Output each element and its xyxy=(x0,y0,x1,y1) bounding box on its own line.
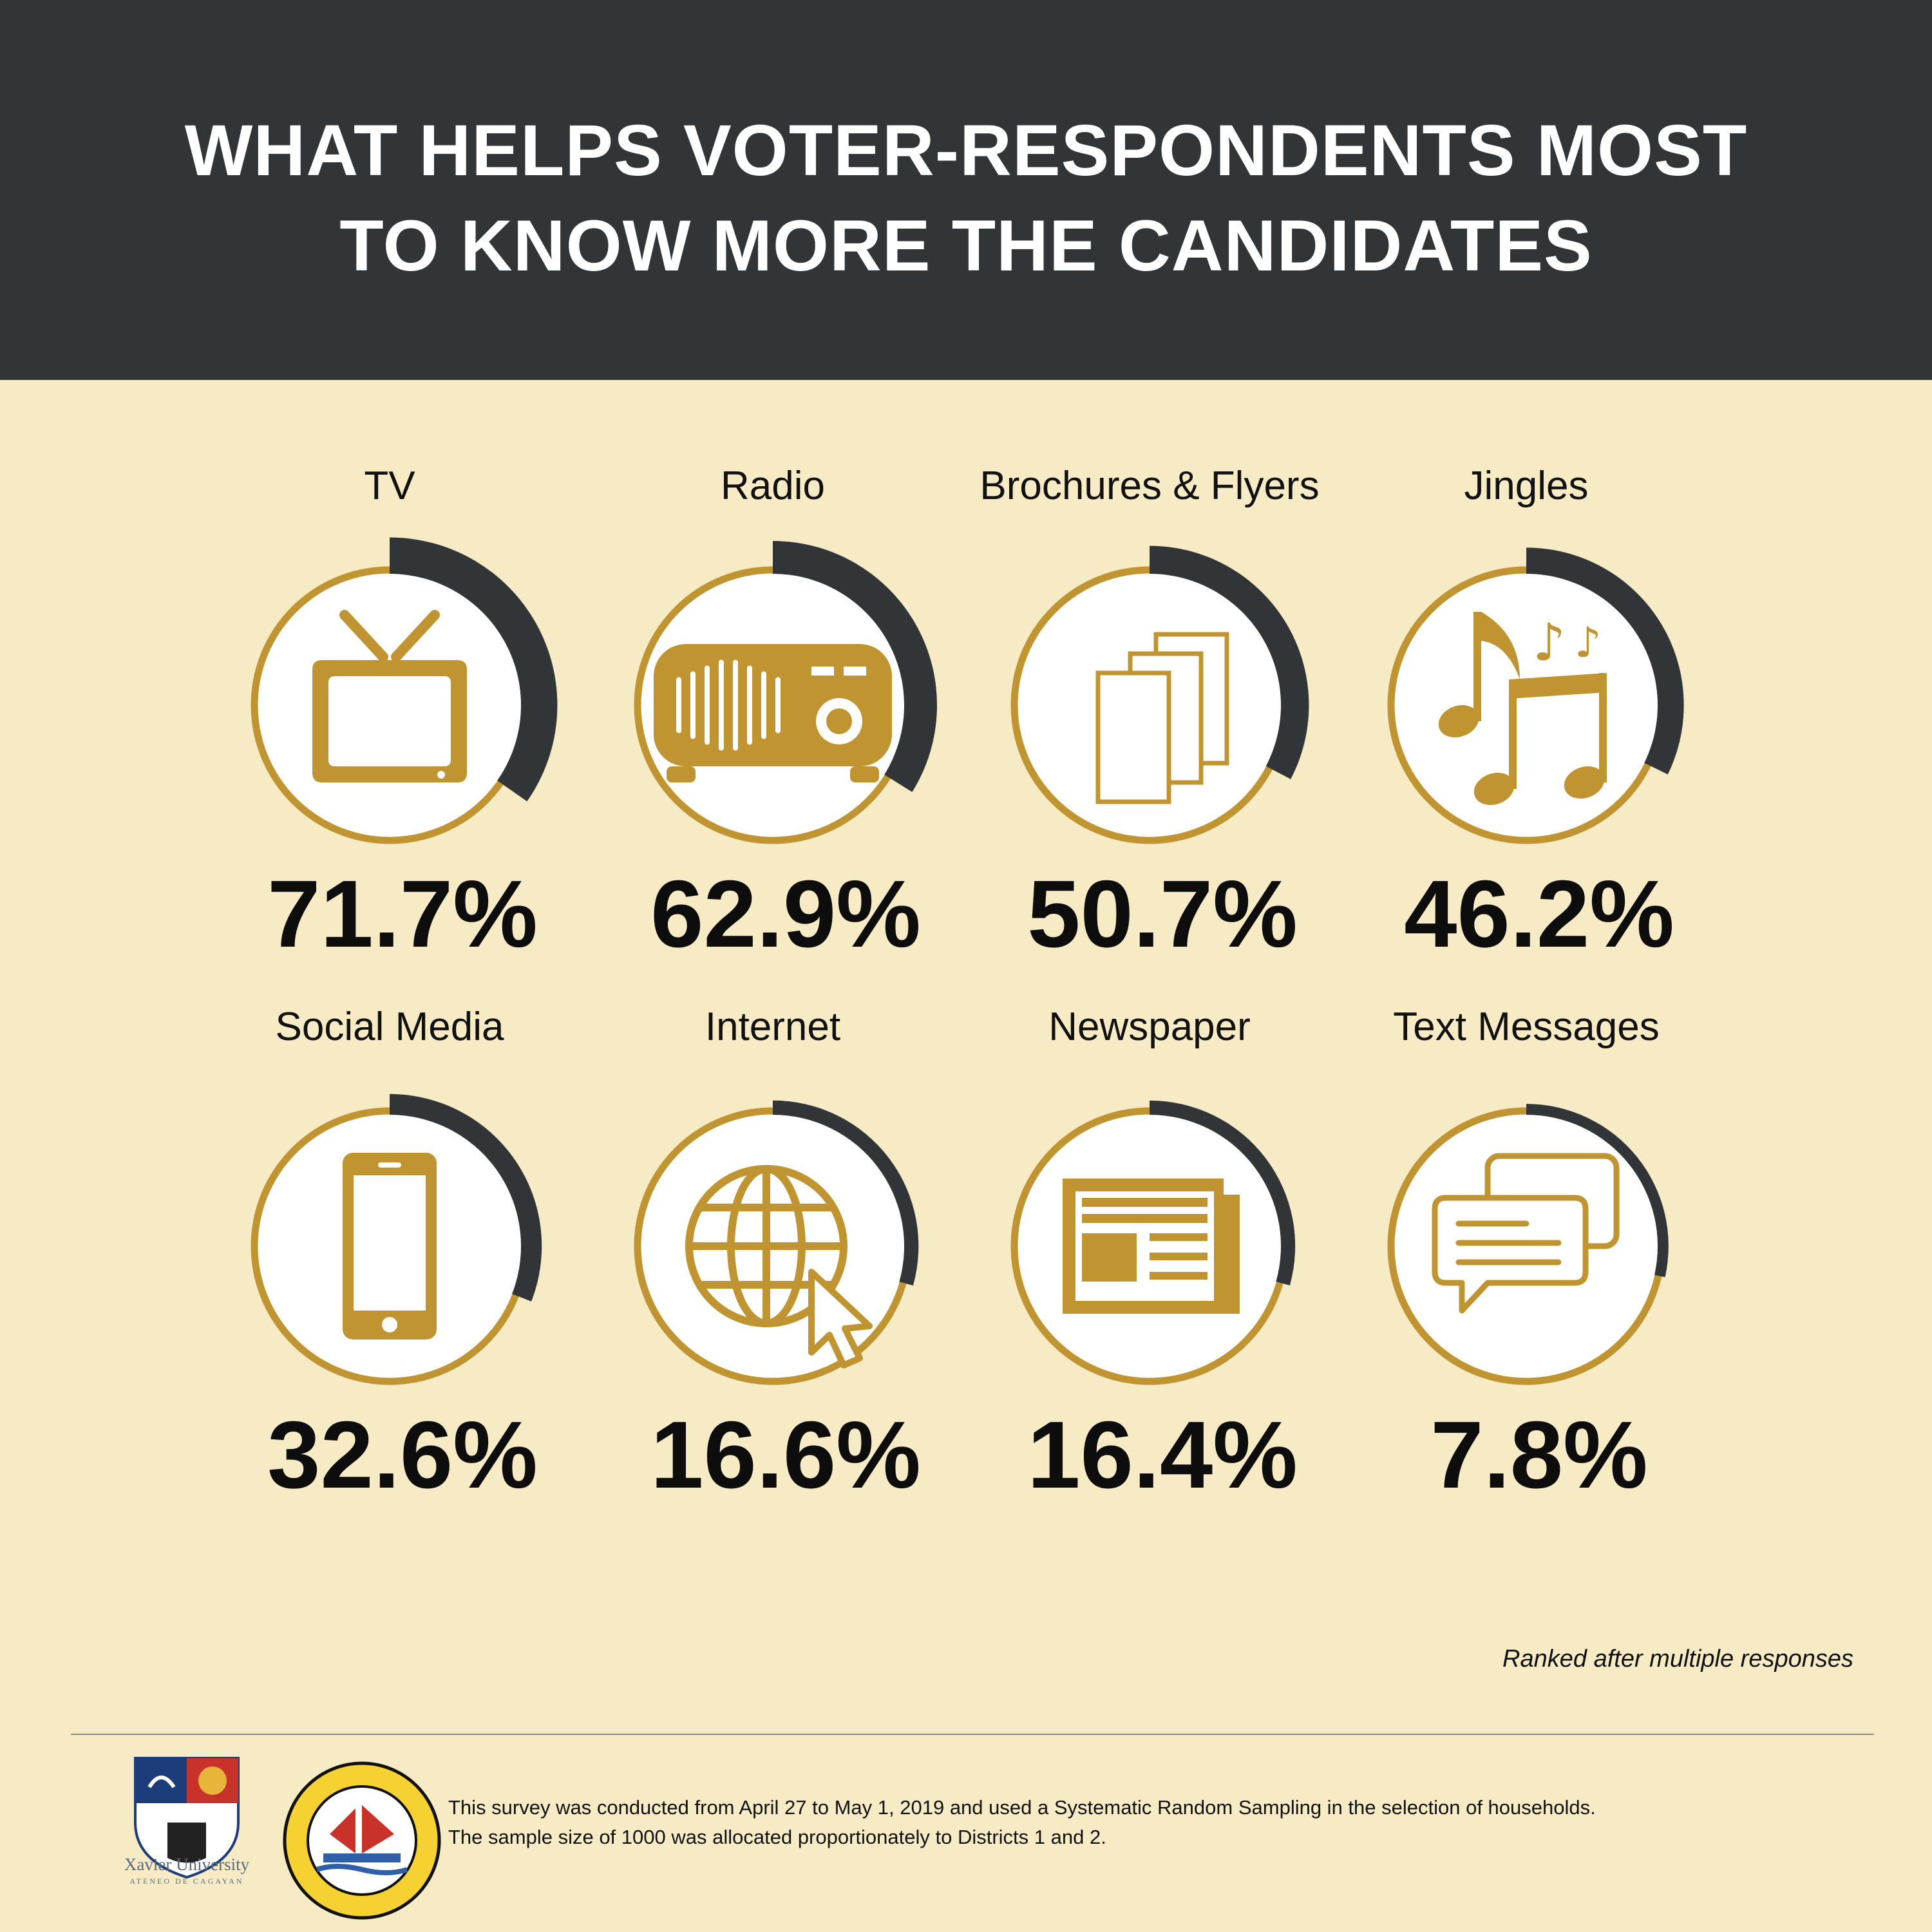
value-arc xyxy=(1150,1100,1296,1285)
header-banner: WHAT HELPS VOTER-RESPONDENTS MOST TO KNO… xyxy=(0,0,1932,380)
research-office-seal-icon xyxy=(283,1761,441,1920)
chart-item: Social Media 32.6% xyxy=(251,1005,542,1508)
svg-text:♪: ♪ xyxy=(1533,612,1566,672)
value-label: 50.7% xyxy=(1027,861,1298,967)
page-title: WHAT HELPS VOTER-RESPONDENTS MOST TO KNO… xyxy=(0,103,1932,294)
xavier-university-logo-icon xyxy=(134,1757,240,1879)
value-arc xyxy=(1526,547,1684,775)
value-label: 32.6% xyxy=(267,1402,538,1508)
chart-item: Jingles ♪ ♪ 46.2% xyxy=(1387,464,1684,967)
chart-item: Newspaper 16.4% xyxy=(1010,1005,1298,1508)
globe-cursor-icon xyxy=(685,1165,873,1368)
title-line-2: TO KNOW MORE THE CANDIDATES xyxy=(339,205,1593,286)
category-label: Internet xyxy=(705,1005,840,1049)
media-chart: TV 71.7% Radio 62.9% Brochures & Flyers 50.7%… xyxy=(251,464,1684,1508)
value-arc xyxy=(773,1100,919,1286)
university-subtitle: ATENEO DE CAGAYAN xyxy=(129,1877,244,1886)
value-label: 7.8% xyxy=(1430,1402,1647,1508)
value-label: 71.7% xyxy=(267,861,538,967)
value-label: 46.2% xyxy=(1404,861,1674,967)
chart-item: Text Messages 7.8% xyxy=(1387,1005,1669,1508)
category-label: Brochures & Flyers xyxy=(980,464,1319,508)
value-label: 16.6% xyxy=(650,1402,921,1508)
category-label: Social Media xyxy=(276,1005,504,1049)
category-label: Text Messages xyxy=(1393,1005,1660,1049)
chart-item: Internet 16.6% xyxy=(634,1005,921,1508)
chart-item: Brochures & Flyers 50.7% xyxy=(980,464,1319,967)
category-label: Radio xyxy=(721,464,825,508)
brochures-icon xyxy=(1095,632,1229,804)
survey-footnote: This survey was conducted from April 27 … xyxy=(448,1793,1891,1852)
value-arc xyxy=(1150,545,1309,779)
value-label: 16.4% xyxy=(1027,1402,1298,1508)
chart-note: Ranked after multiple responses xyxy=(1502,1645,1853,1672)
chart-item: Radio 62.9% xyxy=(634,464,937,967)
title-line-1: WHAT HELPS VOTER-RESPONDENTS MOST xyxy=(184,110,1748,191)
svg-text:♪: ♪ xyxy=(1575,619,1601,667)
value-arc xyxy=(390,537,558,802)
chat-bubbles-icon xyxy=(1432,1153,1620,1314)
footnote-line-2: The sample size of 1000 was allocated pr… xyxy=(448,1826,1106,1848)
value-arc xyxy=(773,541,937,792)
smartphone-icon xyxy=(343,1153,437,1340)
chart-item: TV 71.7% xyxy=(251,464,558,967)
radio-icon xyxy=(654,644,892,782)
university-name: Xavier University xyxy=(124,1855,250,1874)
value-arc xyxy=(390,1094,542,1302)
footnote-line-1: This survey was conducted from April 27 … xyxy=(448,1796,1596,1819)
category-label: Jingles xyxy=(1464,464,1589,508)
value-label: 62.9% xyxy=(650,861,921,967)
newspaper-icon xyxy=(1063,1179,1240,1314)
category-label: Newspaper xyxy=(1048,1005,1251,1049)
footer-divider xyxy=(71,1734,1874,1735)
tv-icon xyxy=(312,610,467,782)
music-notes-icon: ♪ ♪ xyxy=(1438,612,1607,806)
category-label: TV xyxy=(364,464,415,508)
